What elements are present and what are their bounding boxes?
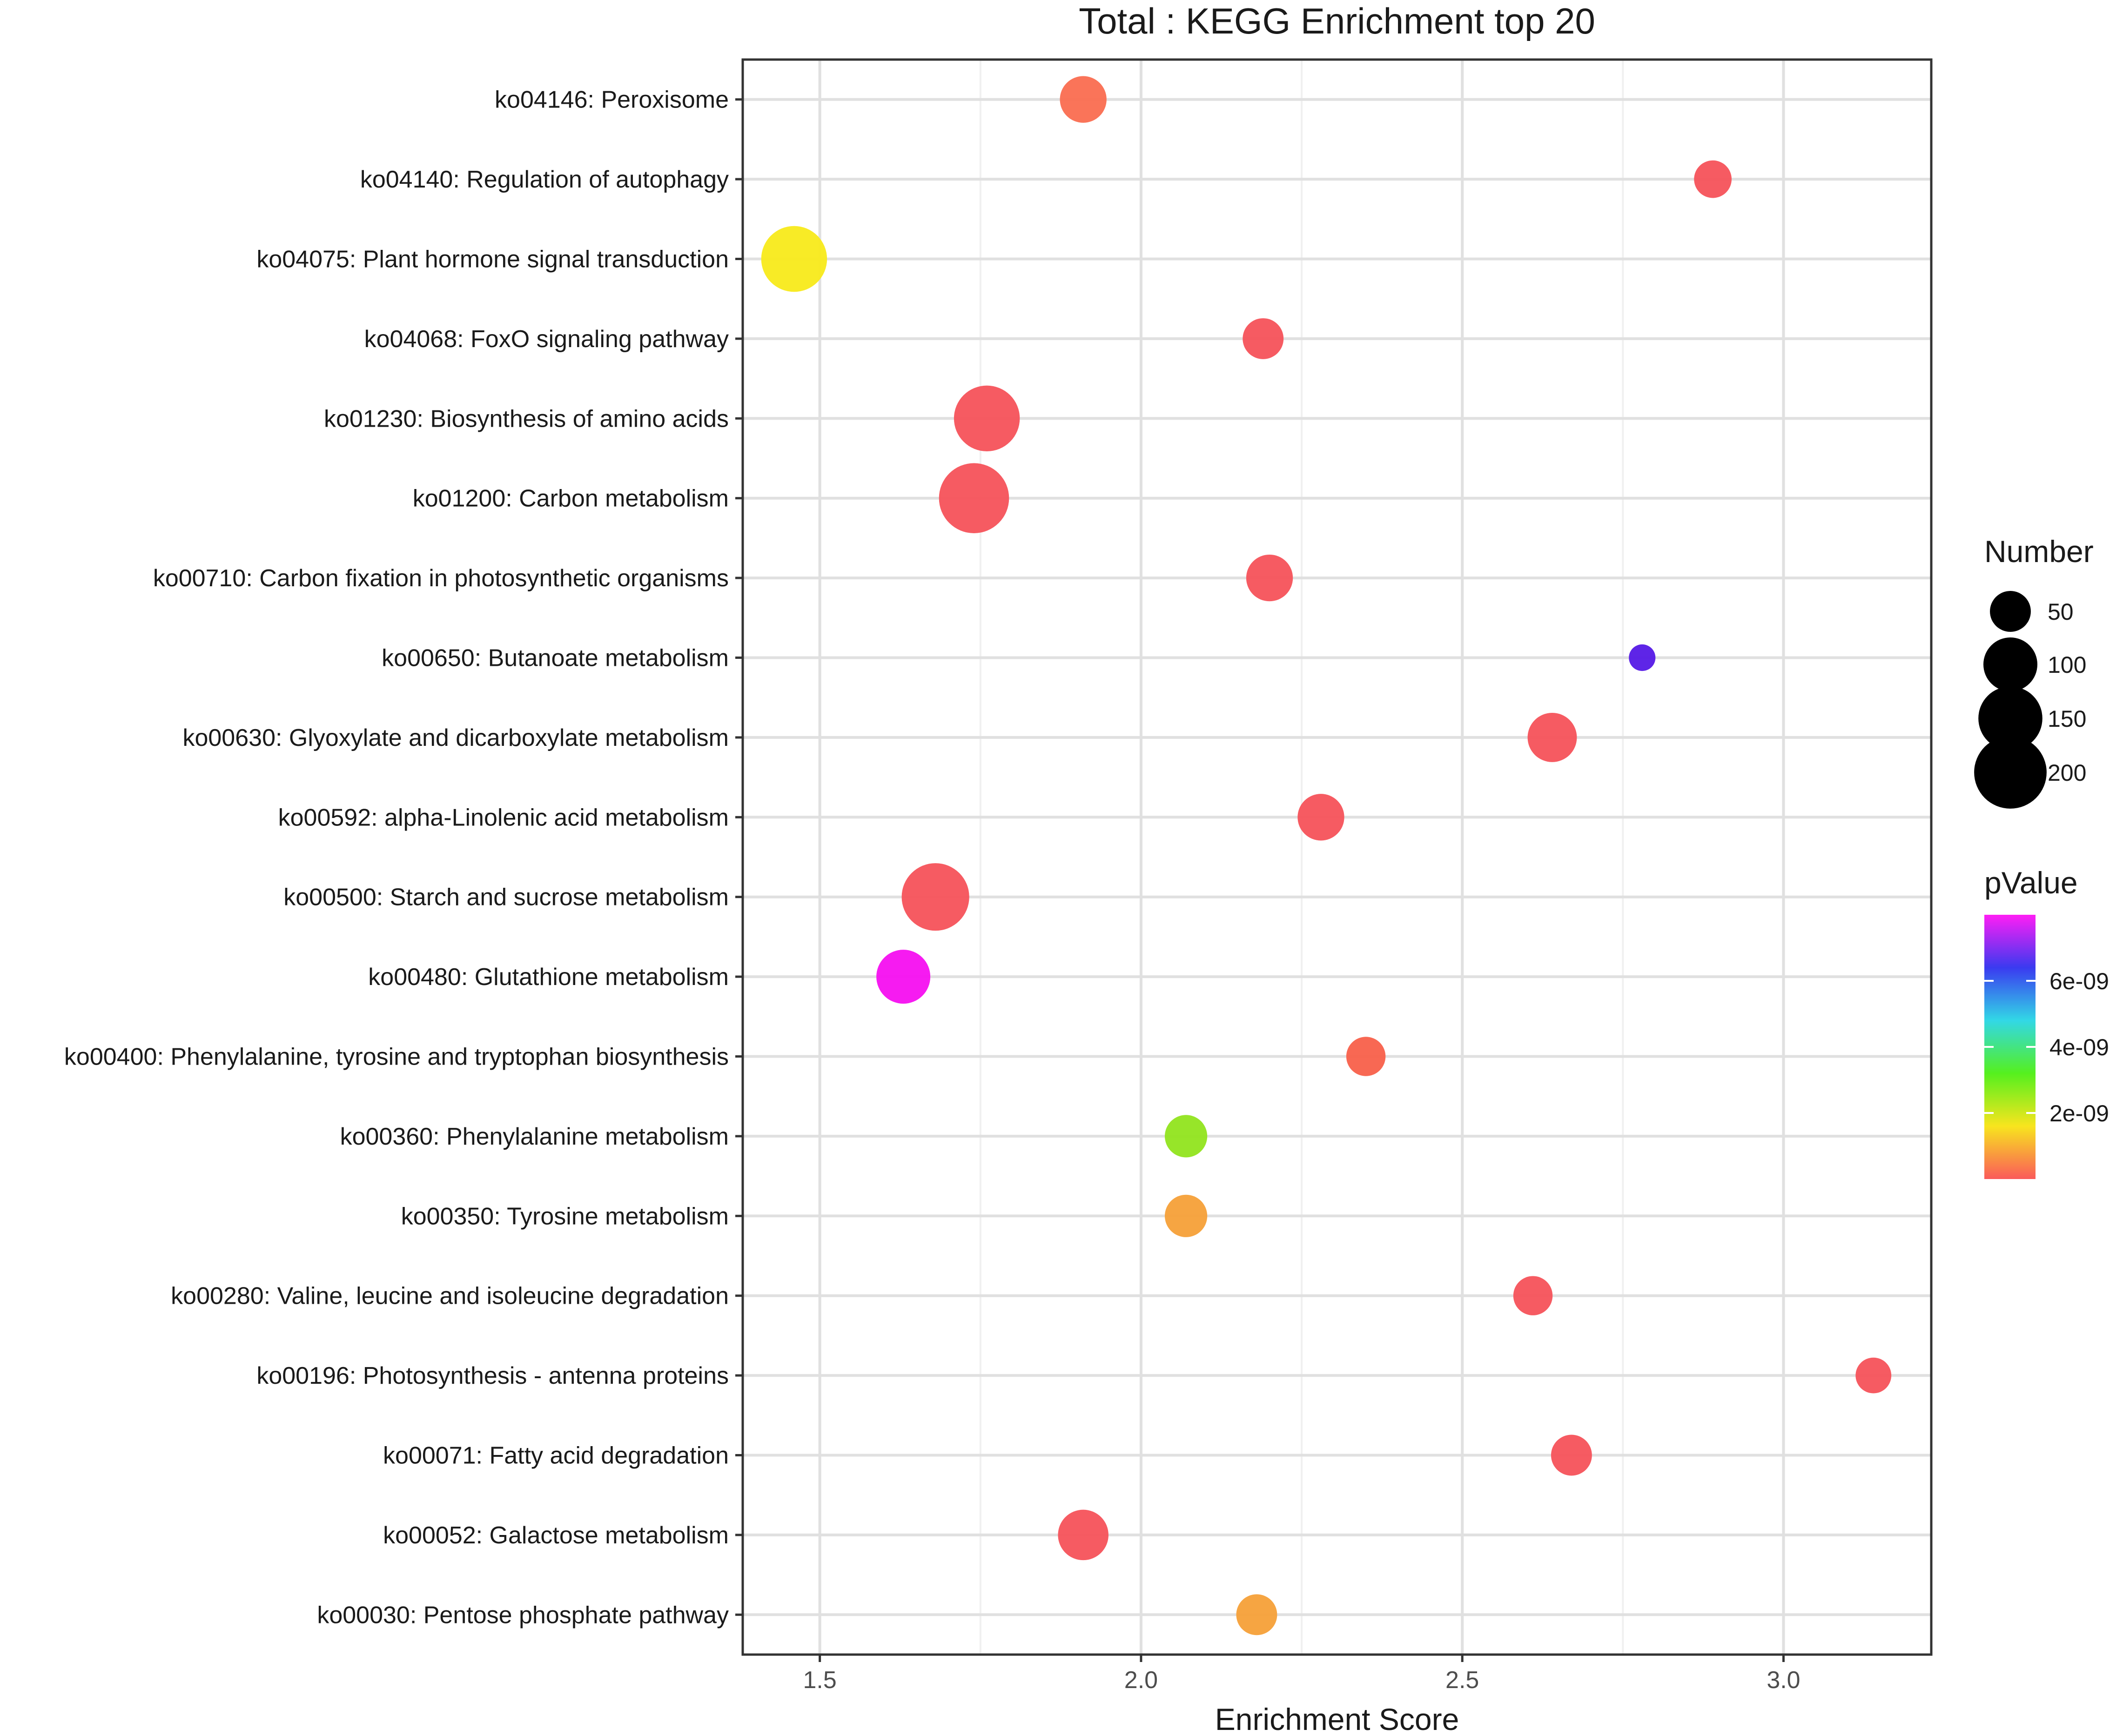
x-axis-ticks: 1.5 2.0 2.5 3.0 <box>803 1655 1801 1694</box>
y-tick-label: ko00500: Starch and sucrose metabolism <box>283 884 729 911</box>
color-legend-ticks: 6e-09 4e-09 2e-09 <box>1984 968 2109 1126</box>
data-point <box>1236 1594 1277 1635</box>
data-point <box>876 950 931 1004</box>
data-point <box>1629 644 1656 671</box>
size-legend-label: 50 <box>2048 599 2074 625</box>
grid <box>743 60 1931 1655</box>
y-tick-label: ko00280: Valine, leucine and isoleucine … <box>171 1283 729 1310</box>
y-tick-label: ko04075: Plant hormone signal transducti… <box>256 246 729 273</box>
size-legend-dot <box>1978 686 2042 751</box>
data-point <box>1694 160 1732 198</box>
y-tick-label: ko01230: Biosynthesis of amino acids <box>324 405 729 432</box>
y-tick-label: ko00710: Carbon fixation in photosynthet… <box>153 565 729 592</box>
color-legend-label: 4e-09 <box>2049 1034 2109 1060</box>
data-point <box>954 385 1020 452</box>
x-tick-label: 1.5 <box>803 1667 837 1694</box>
data-point <box>1551 1434 1592 1476</box>
x-tick-label: 2.0 <box>1124 1667 1158 1694</box>
y-tick-label: ko00350: Tyrosine metabolism <box>401 1203 729 1230</box>
y-axis-labels: ko04146: Peroxisome ko04140: Regulation o… <box>64 87 743 1629</box>
y-tick-label: ko00400: Phenylalanine, tyrosine and try… <box>64 1044 729 1071</box>
x-tick-label: 3.0 <box>1767 1667 1800 1694</box>
data-point <box>1246 554 1293 602</box>
y-tick-label: ko00360: Phenylalanine metabolism <box>340 1123 729 1150</box>
y-tick-label: ko04146: Peroxisome <box>495 87 729 114</box>
color-legend-title: pValue <box>1984 865 2078 900</box>
size-legend-label: 200 <box>2048 760 2086 786</box>
size-legend-label: 100 <box>2048 652 2086 678</box>
data-point <box>1346 1037 1386 1076</box>
y-tick-label: ko04068: FoxO signaling pathway <box>364 326 729 353</box>
y-tick-label: ko00592: alpha-Linolenic acid metabolism <box>278 804 729 831</box>
size-legend: Number 50 100 150 200 <box>1974 534 2094 809</box>
data-points <box>761 76 1892 1635</box>
y-tick-label: ko00630: Glyoxylate and dicarboxylate me… <box>182 724 729 751</box>
data-point <box>1058 1509 1109 1561</box>
y-tick-label: ko04140: Regulation of autophagy <box>360 166 729 193</box>
chart-title: Total : KEGG Enrichment top 20 <box>1079 0 1595 41</box>
y-tick-label: ko00480: Glutathione metabolism <box>368 964 729 991</box>
y-tick-label: ko00650: Butanoate metabolism <box>382 645 729 672</box>
data-point <box>1855 1357 1892 1394</box>
data-point <box>1243 318 1284 359</box>
y-tick-label: ko00071: Fatty acid degradation <box>383 1442 729 1469</box>
size-legend-dot <box>1983 637 2037 691</box>
size-legend-title: Number <box>1984 534 2094 569</box>
plot-panel-border <box>741 58 1933 1656</box>
data-point <box>901 863 969 931</box>
data-point <box>1164 1194 1208 1237</box>
x-tick-label: 2.5 <box>1445 1667 1479 1694</box>
y-tick-label: ko00196: Photosynthesis - antenna protei… <box>256 1362 729 1389</box>
y-tick-label: ko00030: Pentose phosphate pathway <box>317 1602 729 1629</box>
x-axis-title: Enrichment Score <box>1215 1702 1459 1736</box>
y-tick-label: ko00052: Galactose metabolism <box>383 1522 729 1549</box>
data-point <box>1527 712 1577 762</box>
data-point <box>1297 794 1344 841</box>
y-tick-label: ko01200: Carbon metabolism <box>413 485 729 512</box>
size-legend-dot <box>1990 591 2031 632</box>
size-legend-label: 150 <box>2048 706 2086 732</box>
data-point <box>1164 1115 1208 1158</box>
color-legend-label: 6e-09 <box>2049 968 2109 994</box>
data-point <box>1060 76 1107 123</box>
data-point <box>761 226 827 292</box>
data-point <box>939 463 1009 533</box>
size-legend-items: 50 100 150 200 <box>1974 591 2086 809</box>
color-legend: pValue 6e-09 4e-09 2e-09 <box>1984 865 2109 1179</box>
color-legend-label: 2e-09 <box>2049 1100 2109 1126</box>
data-point <box>1513 1276 1553 1315</box>
size-legend-dot <box>1974 736 2047 809</box>
